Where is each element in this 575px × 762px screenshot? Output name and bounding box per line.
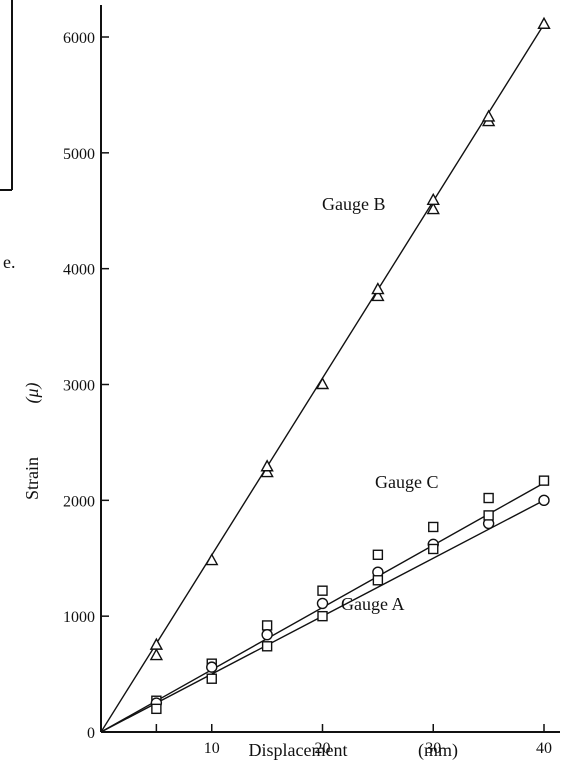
series-label-gauge-a: Gauge A	[341, 594, 404, 614]
unnamed-point	[261, 641, 273, 652]
gauge-b-point	[481, 109, 496, 122]
gauge-b-point	[205, 553, 219, 566]
x-axis-unit: (mm)	[418, 740, 458, 761]
gauge-c-point	[428, 521, 439, 533]
gauge-c-point	[317, 585, 328, 596]
y-axis-title: Strain	[22, 457, 42, 500]
gauge-b-point	[426, 202, 440, 215]
gauge-b-point	[149, 648, 164, 661]
y-tick-label: 4000	[63, 262, 95, 279]
y-tick-label: 1000	[63, 609, 95, 626]
gauge-b-point	[315, 377, 330, 390]
gauge-b-point	[537, 16, 551, 29]
x-axis-title: Displacement	[249, 740, 348, 760]
x-ticks: 10 20 30 40	[155, 724, 552, 757]
gauge-a-point	[538, 494, 550, 507]
series-label-gauge-c: Gauge C	[375, 472, 438, 492]
x-tick-label: 40	[536, 740, 552, 757]
gauge-a-point	[206, 661, 218, 673]
unnamed-point	[317, 610, 328, 622]
unnamed-point	[206, 673, 217, 684]
data-markers	[149, 16, 551, 715]
gauge-c-point	[261, 620, 273, 631]
y-tick-label: 2000	[63, 493, 95, 510]
y-tick-label: 3000	[63, 378, 95, 395]
x-tick-label: 20	[315, 740, 331, 757]
gauge-b-point	[260, 459, 274, 472]
x-tick-label: 30	[425, 740, 441, 757]
y-ticks: 0 1000 2000 3000 4000 5000 6000	[63, 30, 109, 742]
unnamed-point	[372, 575, 384, 586]
gauge-b-point	[371, 282, 385, 295]
gauge-c-point	[372, 549, 384, 560]
stray-margin-text: e.	[3, 252, 16, 272]
gauge-b-point	[260, 465, 274, 478]
y-axis-unit: (μ)	[22, 382, 43, 403]
gauge-a-point	[316, 597, 329, 610]
y-tick-label: 0	[87, 725, 95, 742]
unnamed-point	[151, 703, 162, 715]
x-tick-label: 10	[204, 740, 220, 757]
gauge-c-point	[538, 475, 550, 486]
y-tick-label: 6000	[63, 30, 95, 47]
gauge-c-point	[483, 492, 494, 504]
left-margin-bracket	[0, 0, 13, 191]
gauge-b-point	[149, 637, 164, 650]
unnamed-point	[428, 543, 439, 555]
y-tick-label: 5000	[63, 146, 95, 163]
unnamed-point	[483, 510, 494, 521]
gauge-b-point	[371, 289, 385, 302]
series-label-gauge-b: Gauge B	[322, 194, 385, 214]
gauge-b-point	[426, 192, 440, 206]
axes	[100, 5, 560, 733]
gauge-a-point	[261, 629, 273, 641]
